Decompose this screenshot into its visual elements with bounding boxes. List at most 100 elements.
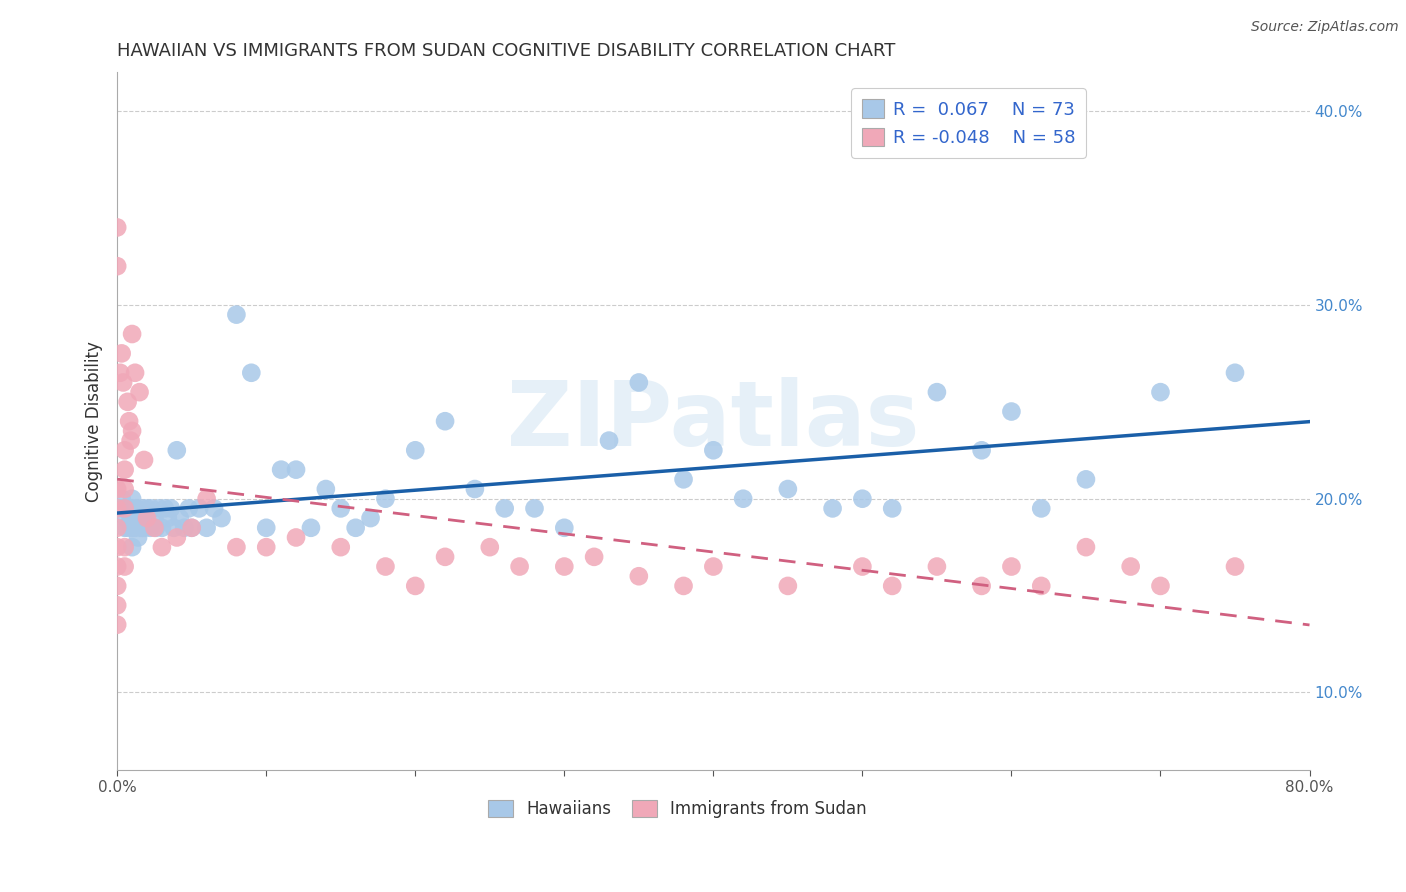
Point <box>434 414 457 428</box>
Point <box>105 559 128 574</box>
Point <box>211 511 233 525</box>
Point <box>128 511 150 525</box>
Point <box>627 569 650 583</box>
Point <box>1223 366 1246 380</box>
Point <box>254 521 277 535</box>
Point <box>114 482 136 496</box>
Point <box>132 453 155 467</box>
Point <box>166 443 188 458</box>
Point <box>195 521 218 535</box>
Point <box>434 549 457 564</box>
Point <box>121 491 143 506</box>
Point <box>329 501 352 516</box>
Point <box>1119 559 1142 574</box>
Point <box>925 559 948 574</box>
Point <box>129 521 152 535</box>
Point <box>105 259 128 273</box>
Point <box>970 443 993 458</box>
Point <box>404 579 426 593</box>
Point <box>776 579 799 593</box>
Point <box>509 559 531 574</box>
Point <box>329 540 352 554</box>
Point <box>121 511 143 525</box>
Point <box>112 376 135 390</box>
Point <box>145 521 167 535</box>
Point <box>285 463 308 477</box>
Point <box>150 521 173 535</box>
Point <box>553 559 575 574</box>
Point <box>141 501 163 516</box>
Text: ZIPatlas: ZIPatlas <box>508 377 920 466</box>
Point <box>114 501 136 516</box>
Point <box>163 521 186 535</box>
Point <box>120 511 142 525</box>
Point <box>132 521 155 535</box>
Point <box>173 521 195 535</box>
Point <box>821 501 844 516</box>
Point <box>180 521 202 535</box>
Point <box>583 549 606 564</box>
Point <box>134 511 156 525</box>
Point <box>851 491 873 506</box>
Point <box>118 501 141 516</box>
Point <box>111 346 134 360</box>
Point <box>702 559 724 574</box>
Point <box>270 463 292 477</box>
Point <box>1149 579 1171 593</box>
Point <box>195 491 218 506</box>
Point <box>121 326 143 341</box>
Point <box>464 482 486 496</box>
Point <box>127 531 149 545</box>
Point <box>136 501 159 516</box>
Point <box>225 540 247 554</box>
Point <box>1074 540 1097 554</box>
Text: Source: ZipAtlas.com: Source: ZipAtlas.com <box>1251 20 1399 34</box>
Point <box>118 414 141 428</box>
Point <box>120 434 142 448</box>
Point <box>169 511 191 525</box>
Point <box>148 501 170 516</box>
Point <box>553 521 575 535</box>
Point <box>105 521 128 535</box>
Point <box>285 531 308 545</box>
Y-axis label: Cognitive Disability: Cognitive Disability <box>86 341 103 501</box>
Point <box>139 521 162 535</box>
Point <box>124 366 146 380</box>
Point <box>776 482 799 496</box>
Point <box>1000 404 1022 418</box>
Point <box>105 482 128 496</box>
Point <box>114 540 136 554</box>
Point <box>117 521 139 535</box>
Point <box>166 531 188 545</box>
Point <box>105 599 128 613</box>
Point <box>733 491 755 506</box>
Point <box>105 220 128 235</box>
Point <box>344 521 367 535</box>
Point <box>1000 559 1022 574</box>
Point <box>360 511 382 525</box>
Point <box>153 501 176 516</box>
Point <box>150 540 173 554</box>
Point <box>702 443 724 458</box>
Point <box>627 376 650 390</box>
Point <box>121 521 143 535</box>
Point <box>478 540 501 554</box>
Point <box>240 366 263 380</box>
Point <box>180 521 202 535</box>
Point <box>143 521 166 535</box>
Point <box>882 501 904 516</box>
Point <box>143 511 166 525</box>
Point <box>404 443 426 458</box>
Point <box>523 501 546 516</box>
Point <box>156 511 179 525</box>
Point <box>160 501 183 516</box>
Point <box>925 385 948 400</box>
Point <box>299 521 322 535</box>
Point <box>970 579 993 593</box>
Point <box>128 385 150 400</box>
Point <box>136 511 159 525</box>
Point <box>672 472 695 486</box>
Point <box>254 540 277 554</box>
Point <box>105 579 128 593</box>
Point <box>124 521 146 535</box>
